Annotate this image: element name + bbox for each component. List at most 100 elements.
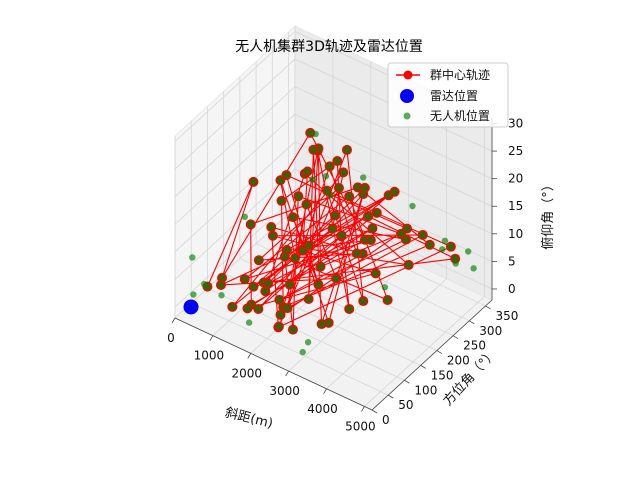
drone-point (314, 280, 323, 289)
drone-point (452, 260, 459, 267)
drone-point (339, 168, 348, 177)
x-tick-mark (171, 317, 176, 324)
drone-point (243, 304, 252, 313)
legend-marker-radar (400, 89, 414, 103)
drone-point (345, 305, 354, 313)
drone-point (218, 292, 225, 299)
x-axis-label: 斜距(m) (223, 405, 274, 431)
drone-point (304, 295, 313, 303)
drone-point (249, 282, 258, 291)
drone-point (403, 224, 411, 233)
drone-point (282, 171, 291, 179)
drone-point (364, 212, 372, 221)
drone-point (217, 281, 225, 289)
y-tick-label: 100 (414, 383, 437, 397)
z-grid-line (174, 113, 493, 225)
y-tick-label: 300 (479, 324, 502, 338)
drone-point (337, 231, 346, 240)
drone-point (333, 157, 342, 165)
legend-label-trajectory: 群中心轨迹 (430, 67, 490, 82)
drone-point (439, 246, 446, 253)
z-tick-label: 30 (508, 117, 523, 131)
y-axis-line (371, 299, 493, 411)
z-tick-label: 25 (508, 144, 523, 158)
drone-point (418, 231, 427, 239)
drone-point (264, 279, 272, 288)
x-tick-label: 5000 (345, 419, 376, 433)
drone-point (425, 240, 434, 249)
legend-marker-trajectory (403, 70, 413, 80)
drone-point (470, 265, 477, 272)
drone-point (343, 146, 351, 154)
drone-point (189, 254, 196, 261)
radar-series (183, 299, 199, 315)
drone-point (275, 322, 283, 331)
drone-point (371, 269, 380, 278)
drone-point (383, 296, 392, 304)
drone-point (367, 236, 375, 244)
x-tick-label: 4000 (307, 402, 338, 416)
drone-point (281, 253, 289, 261)
drone-point (304, 241, 313, 250)
drone-point (255, 256, 263, 265)
z-tick-label: 15 (508, 199, 523, 213)
legend-label-drones: 无人机位置 (430, 108, 490, 123)
legend-label-radar: 雷达位置 (430, 88, 478, 103)
y-tick-label: 350 (496, 309, 519, 323)
legend-entry-radar: 雷达位置 (400, 88, 478, 103)
legend-entry-drones: 无人机位置 (403, 108, 490, 123)
drone-point (283, 304, 292, 312)
drone-point (267, 223, 276, 231)
y-tick-mark (452, 335, 459, 340)
z-tick-label: 0 (508, 282, 516, 296)
drone-point (276, 176, 285, 185)
drone-point (324, 319, 333, 327)
drone-point (246, 220, 255, 229)
trajectory-series (202, 127, 461, 335)
drone-point (291, 254, 299, 262)
drone-point (404, 261, 413, 269)
drone-point (249, 178, 258, 186)
y-tick-mark (469, 320, 475, 325)
drone-point (261, 287, 270, 296)
z-tick-label: 10 (508, 227, 523, 241)
legend-entry-trajectory: 群中心轨迹 (396, 67, 490, 82)
x-tick-label: 0 (167, 331, 175, 345)
x-tick-mark (323, 388, 327, 394)
drone-point (352, 249, 361, 258)
z-grid-line (174, 141, 493, 253)
x-tick-mark (285, 370, 289, 377)
x-tick-mark (361, 406, 365, 412)
drone-point (345, 192, 353, 201)
z-tick-label: 5 (508, 254, 516, 268)
drone-point (299, 348, 306, 356)
drone-point (332, 274, 341, 283)
drone-point (269, 231, 277, 240)
drone-point (283, 246, 291, 254)
y-tick-mark (404, 379, 410, 384)
drone-point (306, 129, 315, 137)
drone-point (316, 262, 325, 271)
drone-point (309, 145, 318, 154)
radar-point (183, 299, 199, 315)
drone-point (190, 291, 197, 298)
y-tick-label: 0 (382, 413, 390, 427)
drone-point (328, 224, 337, 233)
drone-point (368, 224, 377, 233)
legend-marker-drones (403, 112, 411, 120)
chart-title: 无人机集群3D轨迹及雷达位置 (235, 38, 423, 55)
drone-point (275, 296, 284, 304)
drone-point (381, 284, 389, 291)
drone-point (312, 130, 319, 138)
drone-point (327, 192, 334, 199)
drone-point (276, 311, 285, 319)
y-tick-mark (388, 394, 394, 399)
drone-point (360, 174, 367, 181)
x-tick-label: 1000 (194, 349, 225, 363)
axis-lines (174, 118, 493, 411)
drone-point (309, 176, 316, 183)
x-axis-line (174, 317, 373, 411)
y-tick-mark (371, 409, 378, 414)
